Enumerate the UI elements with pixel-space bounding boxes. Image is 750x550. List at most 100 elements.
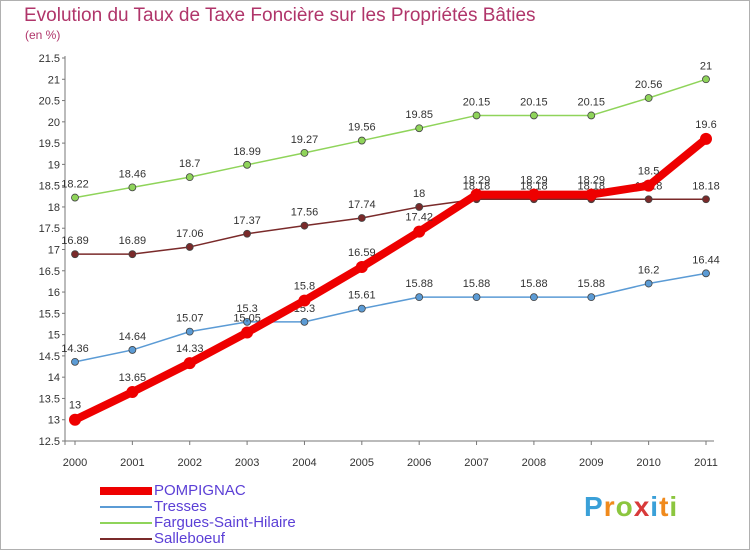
data-label: 14.36 <box>61 343 89 355</box>
proxiti-logo[interactable]: Proxiti <box>584 491 678 523</box>
data-label: 15.88 <box>578 278 606 290</box>
y-tick-label: 15 <box>48 330 60 342</box>
legend-item-fargues-saint-hilaire[interactable]: Fargues-Saint-Hilaire <box>100 515 360 531</box>
data-label: 18.46 <box>119 168 147 180</box>
data-point <box>300 221 309 230</box>
data-point <box>300 148 309 157</box>
data-point <box>702 269 710 278</box>
data-point <box>357 214 366 222</box>
data-point <box>702 195 710 204</box>
data-label: 20.15 <box>463 96 491 108</box>
data-label: 18.99 <box>233 146 261 158</box>
x-tick-label: 2004 <box>292 457 316 469</box>
data-label: 17.37 <box>233 215 261 227</box>
data-point <box>415 124 424 133</box>
y-tick-label: 20 <box>48 117 60 129</box>
data-point <box>300 317 309 326</box>
logo-letter: o <box>615 491 634 522</box>
data-label: 15.88 <box>405 278 433 290</box>
data-point <box>470 188 483 201</box>
y-tick-label: 18.5 <box>39 181 60 193</box>
data-label: 17.06 <box>176 228 204 240</box>
data-point <box>644 279 653 288</box>
y-tick-label: 21 <box>48 74 60 86</box>
data-point <box>185 327 194 336</box>
y-tick-label: 21.5 <box>39 53 60 65</box>
data-label: 20.15 <box>578 96 606 108</box>
data-label: 18.29 <box>578 175 606 187</box>
data-label: 18.18 <box>520 180 548 192</box>
data-label: 17.74 <box>348 199 376 211</box>
data-label: 18.29 <box>463 175 491 187</box>
data-point <box>587 293 596 302</box>
data-label: 16.2 <box>638 265 659 277</box>
data-point <box>128 346 137 354</box>
data-label: 18.18 <box>463 180 491 192</box>
x-tick-label: 2011 <box>694 457 718 469</box>
y-tick-label: 12.5 <box>39 436 60 448</box>
data-label: 18 <box>413 188 425 200</box>
data-point <box>243 229 251 238</box>
series-line <box>74 78 707 199</box>
data-point <box>185 173 194 182</box>
legend: POMPIGNAC Tresses Fargues-Saint-Hilaire … <box>100 483 360 547</box>
data-label: 19.56 <box>348 122 376 134</box>
data-point <box>241 326 254 339</box>
legend-swatch-pompignac <box>100 487 152 495</box>
logo-letter: r <box>603 491 616 522</box>
legend-item-tresses[interactable]: Tresses <box>100 499 360 515</box>
data-point <box>71 357 79 366</box>
data-label: 15.05 <box>233 312 261 324</box>
logo-letter: i <box>650 491 660 522</box>
data-label: 14.64 <box>119 331 147 343</box>
legend-label-fargues-saint-hilaire: Fargues-Saint-Hilaire <box>154 514 296 531</box>
data-point <box>71 193 79 202</box>
data-label: 17.56 <box>291 207 319 219</box>
legend-item-salleboeuf[interactable]: Salleboeuf <box>100 531 360 547</box>
series-line <box>74 272 707 363</box>
y-tick-label: 19.5 <box>39 138 60 150</box>
data-point <box>298 294 311 307</box>
data-point <box>357 304 366 313</box>
legend-label-tresses: Tresses <box>154 498 207 515</box>
data-label: 15.88 <box>520 278 548 290</box>
data-point <box>472 111 481 120</box>
series-pompignac: 13 13.65 14.33 15.05 15.8 16.59 17.42 18.29 18.2… <box>69 119 717 426</box>
x-tick-label: 2001 <box>120 457 144 469</box>
x-tick-label: 2007 <box>464 457 488 469</box>
y-tick-label: 16 <box>48 287 60 299</box>
x-tick-label: 2003 <box>235 457 259 469</box>
data-label: 18.7 <box>179 158 200 170</box>
logo-letter: t <box>659 491 670 522</box>
x-tick-label: 2006 <box>407 457 431 469</box>
data-point <box>69 413 81 426</box>
y-axis-unit: (en %) <box>25 28 61 42</box>
data-point <box>185 243 194 251</box>
data-point <box>183 357 196 370</box>
x-tick-label: 2010 <box>636 457 660 469</box>
data-point <box>126 386 139 399</box>
data-label: 18.18 <box>692 180 720 192</box>
data-point <box>415 203 424 211</box>
data-label: 14.33 <box>176 343 204 355</box>
y-tick-label: 13 <box>48 415 60 427</box>
data-label: 19.6 <box>695 119 716 131</box>
series-line <box>74 198 707 255</box>
data-label: 17.42 <box>405 212 433 224</box>
data-label: 18.5 <box>638 166 659 178</box>
data-label: 18.18 <box>578 180 606 192</box>
data-point <box>527 188 540 201</box>
logo-letter: P <box>584 491 604 522</box>
data-point <box>702 75 710 84</box>
y-tick-label: 17.5 <box>39 223 60 235</box>
legend-item-pompignac[interactable]: POMPIGNAC <box>100 483 360 499</box>
data-point <box>243 317 251 326</box>
data-label: 16.44 <box>692 254 720 266</box>
x-tick-labels: 2000 2001 2002 2003 2004 2005 2006 2007 2008 2009… <box>63 457 718 469</box>
data-label: 21 <box>700 60 712 72</box>
data-label: 18.29 <box>520 175 548 187</box>
